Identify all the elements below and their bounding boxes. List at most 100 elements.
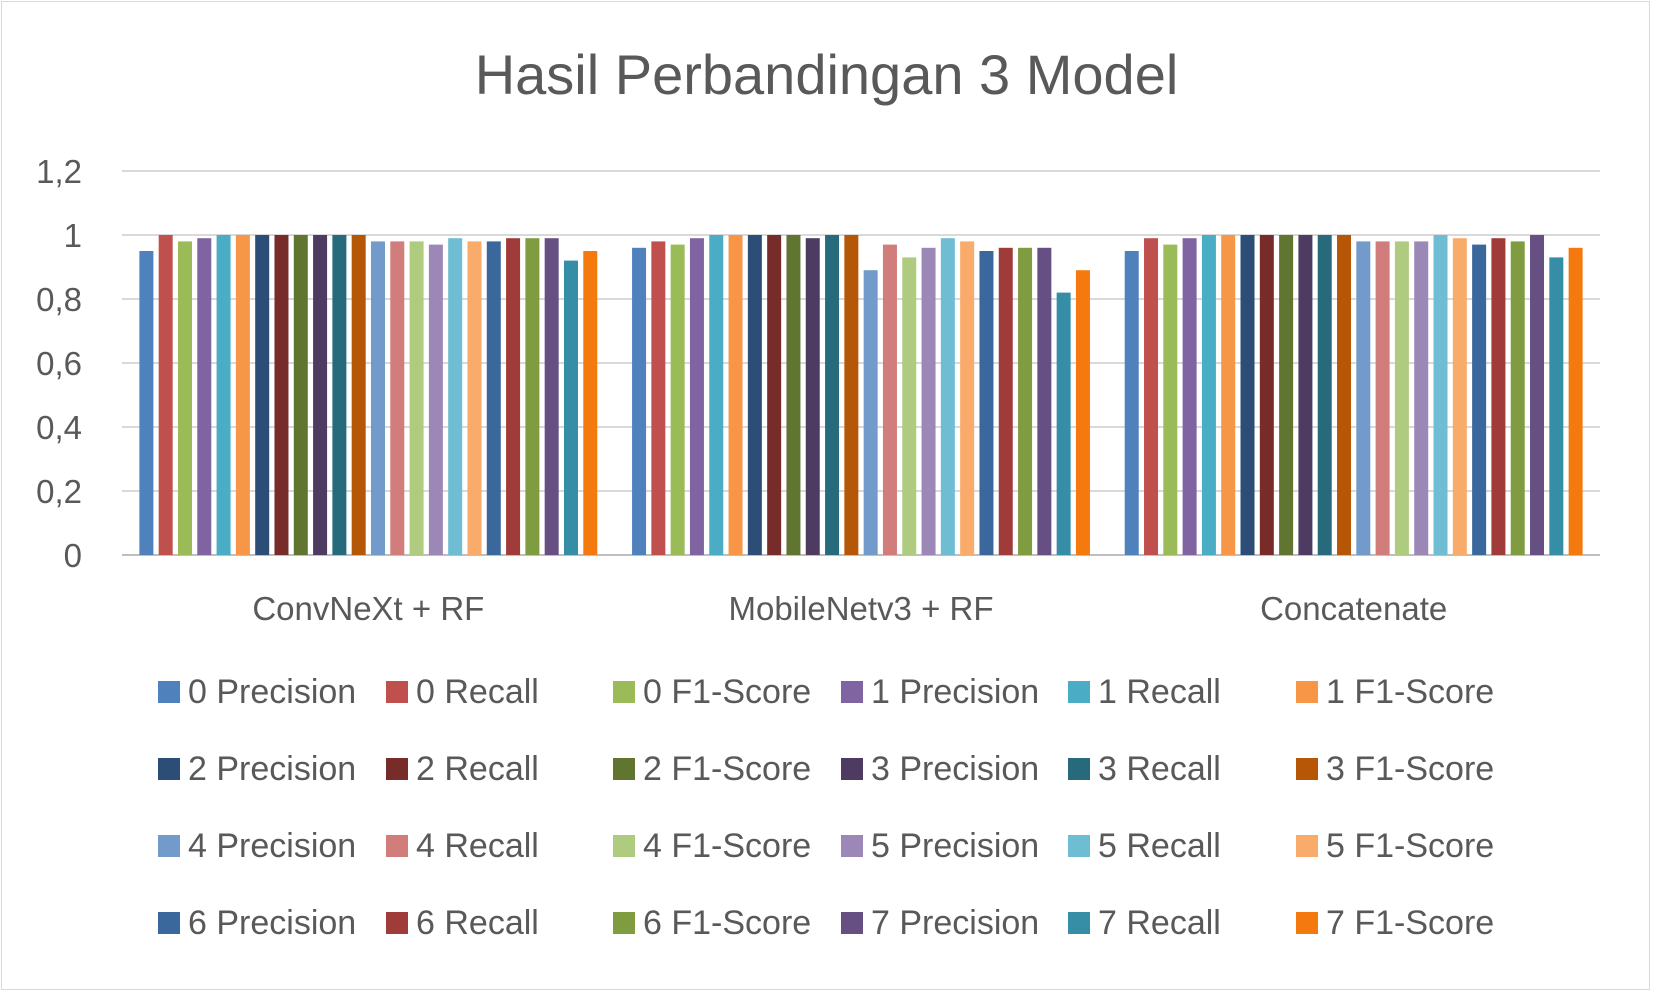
bar xyxy=(1037,247,1052,556)
legend-item: 5 Recall xyxy=(1068,826,1221,866)
bar xyxy=(1337,235,1352,555)
legend-swatch xyxy=(158,912,180,934)
legend-swatch xyxy=(1296,681,1318,703)
legend-label: 5 F1-Score xyxy=(1326,826,1495,865)
bar xyxy=(1317,235,1332,555)
bar xyxy=(409,241,424,555)
legend-swatch xyxy=(158,681,180,703)
legend-swatch xyxy=(1296,912,1318,934)
bar xyxy=(689,238,704,555)
bar xyxy=(998,247,1013,556)
legend-label: 3 Recall xyxy=(1098,749,1221,788)
bar xyxy=(1240,235,1255,555)
bar xyxy=(1124,251,1139,555)
legend-label: 2 F1-Score xyxy=(643,749,812,788)
bar xyxy=(1056,292,1071,555)
bar xyxy=(332,235,347,555)
bar xyxy=(1075,270,1090,555)
y-tick-label: 0,6 xyxy=(36,345,82,382)
legend-item: 3 F1-Score xyxy=(1296,749,1494,789)
bar xyxy=(805,238,820,555)
gridlines xyxy=(122,170,1600,556)
bar xyxy=(767,235,782,555)
y-tick-label: 0,8 xyxy=(36,281,82,318)
bar xyxy=(563,260,578,555)
bar xyxy=(467,241,482,555)
legend-item: 3 Recall xyxy=(1068,749,1221,789)
legend-swatch xyxy=(841,681,863,703)
legend-swatch xyxy=(613,835,635,857)
bar xyxy=(351,235,366,555)
bar xyxy=(1298,235,1313,555)
bar xyxy=(728,235,743,555)
legend-label: 3 F1-Score xyxy=(1326,749,1495,788)
bar xyxy=(448,238,463,555)
legend-item: 4 F1-Score xyxy=(613,826,811,866)
bar xyxy=(370,241,385,555)
legend-label: 7 Recall xyxy=(1098,903,1221,942)
legend-swatch xyxy=(1296,758,1318,780)
legend-label: 1 Precision xyxy=(871,672,1040,711)
legend-item: 0 F1-Score xyxy=(613,672,811,712)
legend-label: 1 F1-Score xyxy=(1326,672,1495,711)
legend-item: 1 Precision xyxy=(841,672,1039,712)
legend-swatch xyxy=(386,681,408,703)
bar xyxy=(960,241,975,555)
bar xyxy=(428,244,443,555)
legend-label: 1 Recall xyxy=(1098,672,1221,711)
legend-item: 6 Precision xyxy=(158,903,356,943)
y-tick-label: 1,2 xyxy=(36,153,82,190)
legend-item: 0 Recall xyxy=(386,672,539,712)
legend-label: 5 Precision xyxy=(871,826,1040,865)
legend-swatch xyxy=(1068,758,1090,780)
bar xyxy=(1510,241,1525,555)
legend-item: 4 Recall xyxy=(386,826,539,866)
legend-label: 2 Precision xyxy=(188,749,357,788)
bar xyxy=(506,238,521,555)
legend-label: 6 F1-Score xyxy=(643,903,812,942)
legend-label: 5 Recall xyxy=(1098,826,1221,865)
bar xyxy=(390,241,405,555)
legend-swatch xyxy=(386,835,408,857)
bar xyxy=(902,257,917,555)
legend-label: 3 Precision xyxy=(871,749,1040,788)
bar xyxy=(274,235,289,555)
bar xyxy=(1472,244,1487,555)
legend-item: 7 Recall xyxy=(1068,903,1221,943)
legend-item: 4 Precision xyxy=(158,826,356,866)
bar xyxy=(882,244,897,555)
bar xyxy=(486,241,501,555)
bar xyxy=(709,235,724,555)
legend-swatch xyxy=(841,758,863,780)
legend-item: 6 Recall xyxy=(386,903,539,943)
bar xyxy=(235,235,250,555)
legend-item: 2 F1-Score xyxy=(613,749,811,789)
bar xyxy=(1530,235,1545,555)
legend-swatch xyxy=(613,758,635,780)
legend-label: 7 F1-Score xyxy=(1326,903,1495,942)
bar xyxy=(1144,238,1159,555)
bar xyxy=(1163,244,1178,555)
legend-item: 1 Recall xyxy=(1068,672,1221,712)
legend-swatch xyxy=(1068,681,1090,703)
bar xyxy=(1182,238,1197,555)
bar xyxy=(293,235,308,555)
bar xyxy=(1414,241,1429,555)
bar xyxy=(139,251,154,555)
legend-item: 3 Precision xyxy=(841,749,1039,789)
legend-swatch xyxy=(613,912,635,934)
legend-item: 1 F1-Score xyxy=(1296,672,1494,712)
bar xyxy=(786,235,801,555)
legend-item: 2 Recall xyxy=(386,749,539,789)
legend-label: 4 F1-Score xyxy=(643,826,812,865)
bar xyxy=(844,235,859,555)
legend-label: 6 Recall xyxy=(416,903,539,942)
bar xyxy=(670,244,685,555)
bar xyxy=(255,235,270,555)
bar xyxy=(632,247,647,556)
x-category-label: MobileNetv3 + RF xyxy=(728,590,993,627)
legend-label: 0 Recall xyxy=(416,672,539,711)
y-tick-label: 1 xyxy=(64,217,82,254)
